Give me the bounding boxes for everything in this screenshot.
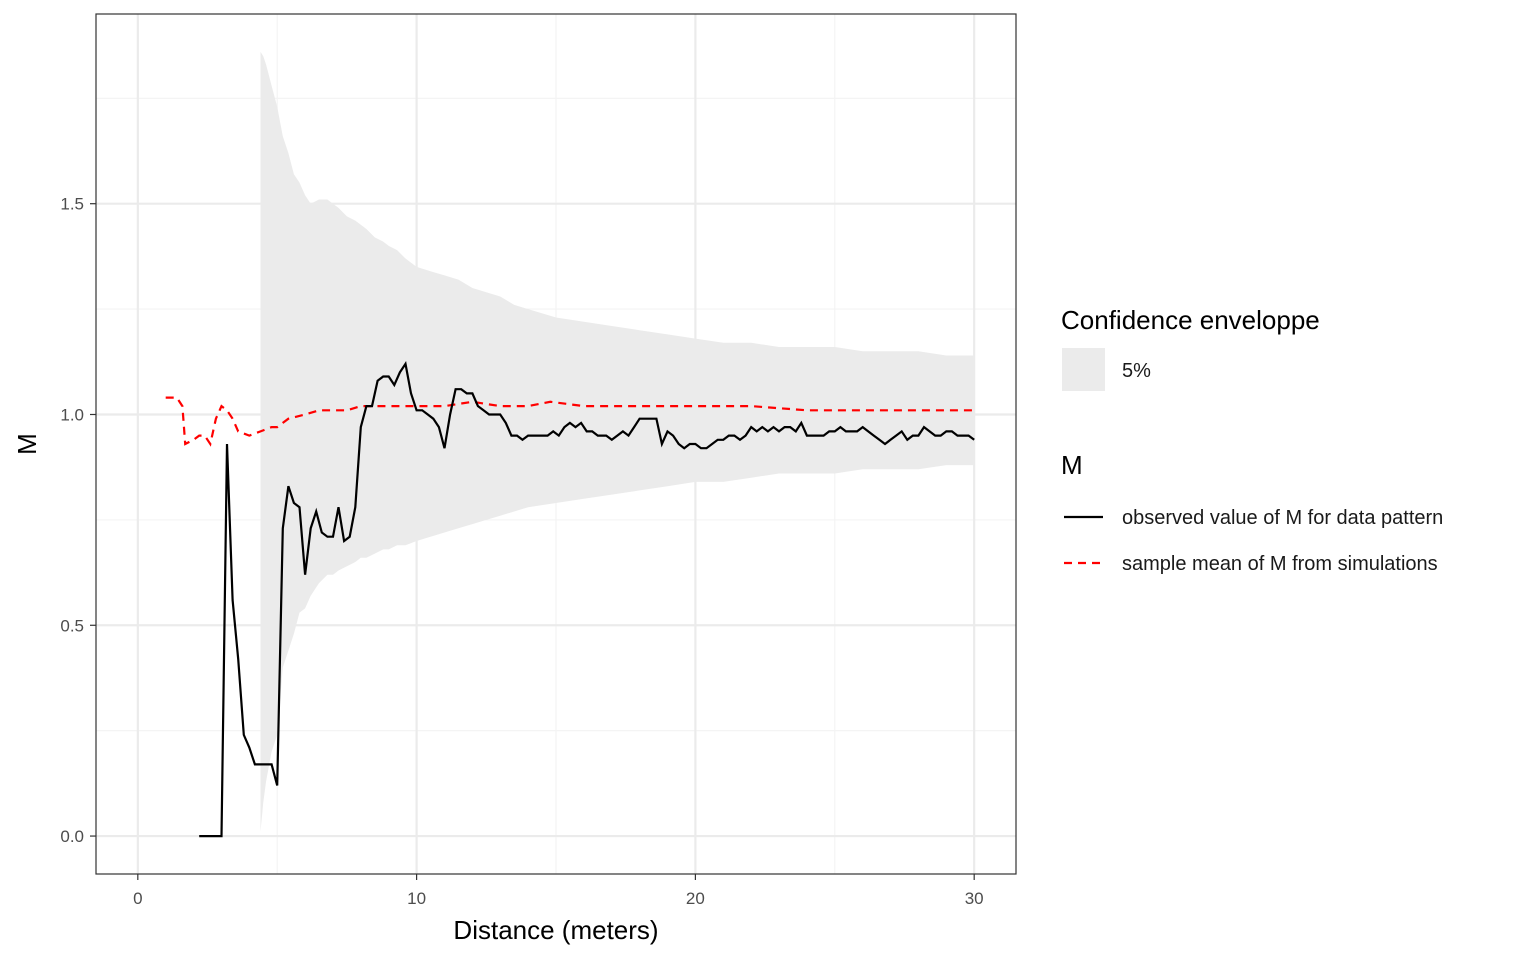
x-tick-label: 0 <box>133 889 142 908</box>
panel-border <box>95 13 1017 875</box>
observed-line <box>199 361 975 838</box>
legend-label-mean: sample mean of M from simulations <box>1122 553 1438 575</box>
x-axis-title: Distance (meters) <box>453 915 658 945</box>
y-tick-label: 1.5 <box>60 195 84 214</box>
legend-title-m: M <box>1061 450 1083 480</box>
legend-label-envelope: 5% <box>1122 360 1151 382</box>
plot-panel <box>95 13 1017 875</box>
x-tick-label: 20 <box>686 889 705 908</box>
x-tick-label: 30 <box>965 889 984 908</box>
y-axis-title: M <box>12 433 42 455</box>
legend-key-envelope <box>1062 348 1105 391</box>
x-axis: 0 10 20 30 <box>133 874 984 908</box>
legend-label-observed: observed value of M for data pattern <box>1122 507 1443 529</box>
confidence-envelope-area <box>260 51 975 832</box>
y-tick-label: 0.5 <box>60 616 84 635</box>
legend-title-envelope: Confidence enveloppe <box>1061 305 1320 335</box>
y-tick-label: 0.0 <box>60 827 84 846</box>
legend: Confidence enveloppe 5% M observed value… <box>1061 305 1443 575</box>
sample-mean-line <box>165 396 975 447</box>
x-tick-label: 10 <box>407 889 426 908</box>
y-tick-label: 1.0 <box>60 405 84 424</box>
y-axis: 0.0 0.5 1.0 1.5 <box>60 195 96 846</box>
